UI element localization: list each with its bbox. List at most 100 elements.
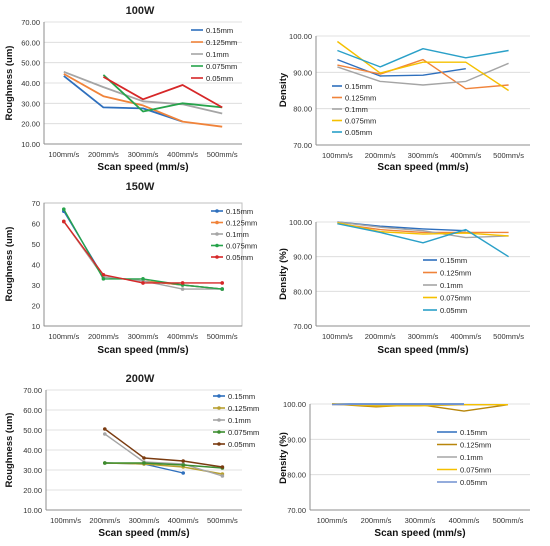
legend-label: 0.1mm bbox=[226, 230, 249, 239]
data-point bbox=[142, 461, 146, 465]
x-axis-label: Scan speed (mm/s) bbox=[97, 345, 188, 356]
legend-label: 0.125mm bbox=[228, 404, 259, 413]
y-tick-label: 70.00 bbox=[287, 506, 306, 515]
chart-panel-1: 10.00 20.00 30.00 40.00 50.00 60.00 70.00 100mm… bbox=[4, 5, 242, 173]
series-line-4 bbox=[336, 40, 509, 92]
y-tick-label: 100.00 bbox=[289, 218, 312, 227]
x-tick-label: 400mm/s bbox=[450, 332, 481, 341]
data-point bbox=[103, 432, 107, 436]
y-tick-label: 90.00 bbox=[287, 435, 306, 444]
x-axis-label: Scan speed (mm/s) bbox=[374, 528, 465, 539]
legend-label: 0.075mm bbox=[206, 62, 237, 71]
y-axis-label: Density (%) bbox=[278, 432, 289, 484]
series-line-4 bbox=[104, 462, 223, 469]
legend-label: 0.05mm bbox=[460, 478, 487, 487]
legend-label: 0.05mm bbox=[228, 440, 255, 449]
x-tick-label: 300mm/s bbox=[405, 516, 436, 525]
data-point bbox=[181, 459, 185, 463]
x-tick-label: 200mm/s bbox=[88, 150, 119, 159]
series-line-4 bbox=[337, 222, 509, 237]
legend-marker bbox=[217, 406, 221, 410]
x-tick-label: 500mm/s bbox=[207, 150, 238, 159]
y-tick-label: 10 bbox=[32, 322, 40, 331]
x-tick-label: 500mm/s bbox=[207, 332, 238, 341]
y-axis-label: Roughness (um) bbox=[4, 227, 15, 302]
y-tick-label: 50 bbox=[32, 240, 40, 249]
x-tick-label: 400mm/s bbox=[450, 151, 481, 160]
y-tick-label: 10.00 bbox=[21, 140, 40, 149]
y-axis-label: Roughness (um) bbox=[4, 413, 15, 488]
y-tick-label: 40 bbox=[32, 261, 40, 270]
x-tick-label: 300mm/s bbox=[129, 516, 160, 525]
x-tick-label: 100mm/s bbox=[317, 516, 348, 525]
legend-label: 0.05mm bbox=[206, 74, 233, 83]
legend-label: 0.125mm bbox=[440, 269, 471, 278]
y-tick-label: 30.00 bbox=[21, 99, 40, 108]
y-tick-label: 40.00 bbox=[23, 446, 42, 455]
legend-label: 0.1mm bbox=[206, 50, 229, 59]
y-tick-label: 70.00 bbox=[21, 18, 40, 27]
legend-label: 0.15mm bbox=[440, 256, 467, 265]
legend-label: 0.125mm bbox=[226, 219, 257, 228]
y-tick-label: 20 bbox=[32, 302, 40, 311]
legend-label: 0.125mm bbox=[460, 441, 491, 450]
y-tick-label: 100.00 bbox=[283, 400, 306, 409]
x-tick-label: 200mm/s bbox=[361, 516, 392, 525]
chart-title: 150W bbox=[126, 181, 155, 193]
series-line-3 bbox=[337, 221, 509, 239]
chart-panel-5: 10.00 20.00 30.00 40.00 50.00 60.00 70.00 100mm… bbox=[4, 373, 259, 539]
legend-marker bbox=[217, 418, 221, 422]
series-line-5 bbox=[104, 428, 223, 468]
series-line-3 bbox=[104, 433, 223, 477]
series-line-5 bbox=[337, 48, 509, 68]
x-tick-label: 300mm/s bbox=[408, 151, 439, 160]
y-tick-label: 60.00 bbox=[21, 38, 40, 47]
data-point bbox=[103, 427, 107, 431]
x-tick-label: 100mm/s bbox=[50, 516, 81, 525]
legend-label: 0.05mm bbox=[345, 128, 372, 137]
x-tick-label: 400mm/s bbox=[168, 516, 199, 525]
y-axis-label: Roughness (um) bbox=[4, 46, 15, 121]
y-tick-label: 70.00 bbox=[293, 322, 312, 331]
data-point bbox=[101, 272, 106, 277]
legend-label: 0.075mm bbox=[440, 294, 471, 303]
legend-marker bbox=[217, 394, 221, 398]
chart-panel-2: 70.00 80.00 90.00 100.00 100mm/s 200mm/s 300mm… bbox=[278, 32, 530, 173]
series-line-4 bbox=[102, 74, 223, 113]
x-tick-label: 100mm/s bbox=[322, 332, 353, 341]
data-point bbox=[62, 219, 66, 224]
legend-label: 0.075mm bbox=[226, 242, 257, 251]
series-line-1 bbox=[337, 58, 466, 77]
series-line-1 bbox=[63, 75, 183, 123]
x-tick-label: 400mm/s bbox=[167, 332, 198, 341]
legend-label: 0.075mm bbox=[345, 117, 376, 126]
legend-label: 0.15mm bbox=[206, 26, 233, 35]
x-tick-label: 100mm/s bbox=[48, 332, 79, 341]
x-axis-label: Scan speed (mm/s) bbox=[98, 528, 189, 539]
y-tick-label: 80.00 bbox=[287, 471, 306, 480]
series-line-5 bbox=[102, 76, 223, 109]
x-tick-label: 100mm/s bbox=[48, 150, 79, 159]
x-tick-label: 400mm/s bbox=[167, 150, 198, 159]
legend: 0.15mm 0.125mm 0.1mm 0.075mm 0.05mm bbox=[191, 26, 237, 83]
plot-frame bbox=[43, 202, 243, 327]
legend: 0.15mm 0.125mm 0.1mm 0.075mm 0.05mm bbox=[437, 428, 491, 487]
legend-label: 0.15mm bbox=[460, 428, 487, 437]
y-tick-label: 70 bbox=[32, 199, 40, 208]
data-point bbox=[220, 287, 224, 291]
data-point bbox=[142, 456, 146, 460]
data-point bbox=[220, 465, 225, 469]
legend: 0.15mm 0.125mm 0.1mm 0.075mm 0.05mm bbox=[423, 256, 471, 315]
legend-label: 0.125mm bbox=[345, 94, 376, 103]
legend-label: 0.075mm bbox=[228, 428, 259, 437]
data-point bbox=[180, 281, 185, 285]
x-axis-label: Scan speed (mm/s) bbox=[377, 162, 468, 173]
data-point bbox=[220, 474, 225, 478]
y-tick-label: 40.00 bbox=[21, 79, 40, 88]
data-point bbox=[62, 207, 66, 211]
y-tick-label: 20.00 bbox=[21, 120, 40, 129]
chart-panel-6: 70.00 80.00 90.00 100.00 100mm/s 200mm/s 300mm… bbox=[278, 400, 530, 539]
y-axis-label: Density (%) bbox=[278, 248, 289, 300]
x-tick-label: 500mm/s bbox=[207, 516, 238, 525]
